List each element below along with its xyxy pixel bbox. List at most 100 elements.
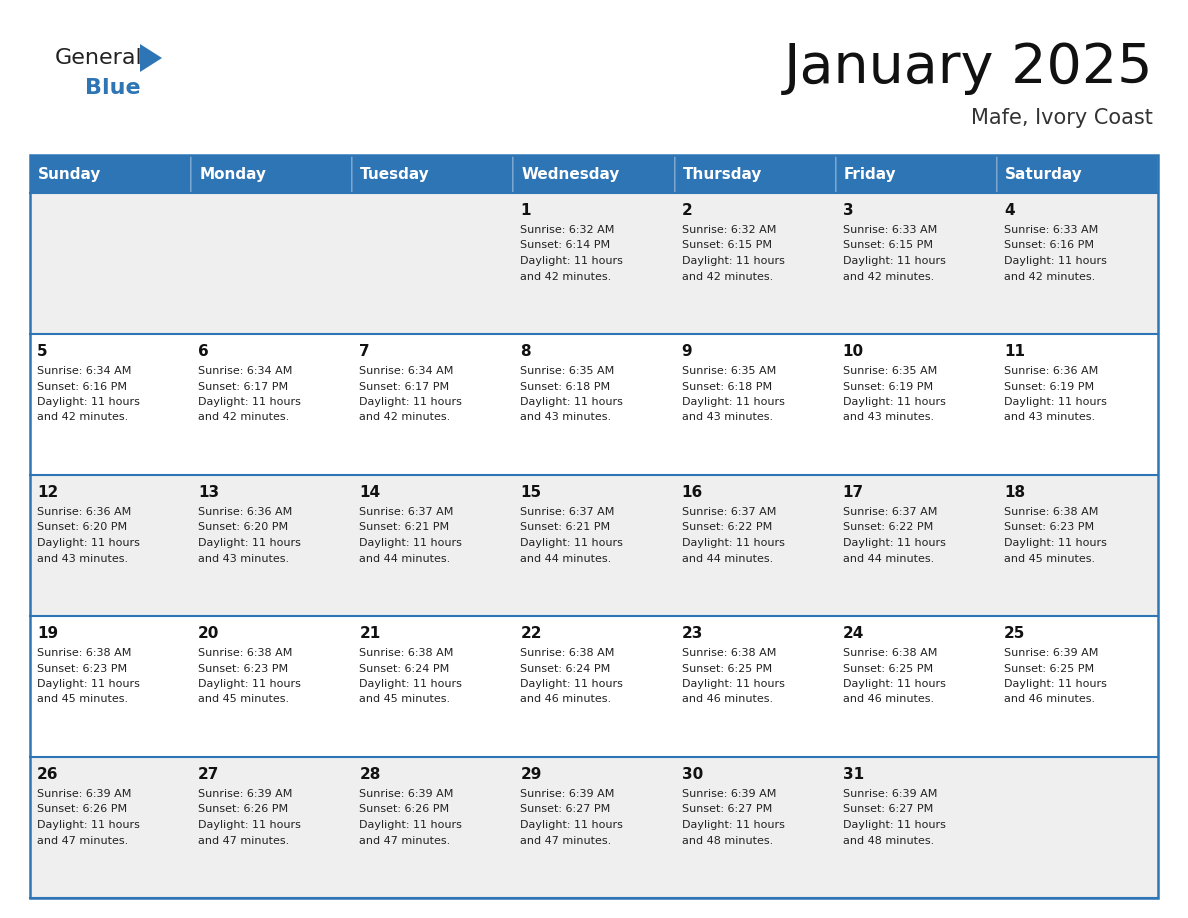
Text: Sunrise: 6:39 AM: Sunrise: 6:39 AM <box>1004 648 1098 658</box>
Text: Daylight: 11 hours: Daylight: 11 hours <box>842 256 946 266</box>
Text: Daylight: 11 hours: Daylight: 11 hours <box>1004 679 1107 689</box>
Text: Daylight: 11 hours: Daylight: 11 hours <box>359 820 462 830</box>
Text: and 42 minutes.: and 42 minutes. <box>37 412 128 422</box>
Text: Sunset: 6:26 PM: Sunset: 6:26 PM <box>37 804 127 814</box>
Text: 23: 23 <box>682 626 703 641</box>
Bar <box>997 616 1158 757</box>
Text: Daylight: 11 hours: Daylight: 11 hours <box>198 397 301 407</box>
Text: 31: 31 <box>842 767 864 782</box>
Text: Sunrise: 6:39 AM: Sunrise: 6:39 AM <box>359 789 454 799</box>
Bar <box>513 616 675 757</box>
Text: and 43 minutes.: and 43 minutes. <box>842 412 934 422</box>
Text: General: General <box>55 48 143 68</box>
Bar <box>513 155 675 193</box>
Text: and 46 minutes.: and 46 minutes. <box>842 695 934 704</box>
Text: and 43 minutes.: and 43 minutes. <box>37 554 128 564</box>
Text: 15: 15 <box>520 485 542 500</box>
Text: Daylight: 11 hours: Daylight: 11 hours <box>198 820 301 830</box>
Text: Sunset: 6:18 PM: Sunset: 6:18 PM <box>682 382 772 391</box>
Text: Daylight: 11 hours: Daylight: 11 hours <box>682 397 784 407</box>
Bar <box>835 334 997 475</box>
Text: Sunset: 6:25 PM: Sunset: 6:25 PM <box>842 664 933 674</box>
Text: and 42 minutes.: and 42 minutes. <box>359 412 450 422</box>
Text: Sunset: 6:23 PM: Sunset: 6:23 PM <box>37 664 127 674</box>
Text: Sunrise: 6:36 AM: Sunrise: 6:36 AM <box>198 507 292 517</box>
Bar <box>191 334 353 475</box>
Text: Thursday: Thursday <box>683 166 762 182</box>
Text: Sunset: 6:24 PM: Sunset: 6:24 PM <box>520 664 611 674</box>
Text: Sunrise: 6:36 AM: Sunrise: 6:36 AM <box>1004 366 1098 376</box>
Text: Sunrise: 6:32 AM: Sunrise: 6:32 AM <box>520 225 615 235</box>
Text: 25: 25 <box>1004 626 1025 641</box>
Text: Sunrise: 6:34 AM: Sunrise: 6:34 AM <box>37 366 132 376</box>
Bar <box>353 155 513 193</box>
Text: and 43 minutes.: and 43 minutes. <box>520 412 612 422</box>
Text: Daylight: 11 hours: Daylight: 11 hours <box>842 679 946 689</box>
Text: Daylight: 11 hours: Daylight: 11 hours <box>198 538 301 548</box>
Text: and 46 minutes.: and 46 minutes. <box>520 695 612 704</box>
Text: and 45 minutes.: and 45 minutes. <box>198 695 289 704</box>
Text: 21: 21 <box>359 626 380 641</box>
Text: Daylight: 11 hours: Daylight: 11 hours <box>682 820 784 830</box>
Text: 24: 24 <box>842 626 864 641</box>
Text: and 43 minutes.: and 43 minutes. <box>198 554 289 564</box>
Text: Sunset: 6:16 PM: Sunset: 6:16 PM <box>1004 241 1094 251</box>
Text: 18: 18 <box>1004 485 1025 500</box>
Text: Daylight: 11 hours: Daylight: 11 hours <box>520 397 624 407</box>
Text: Sunrise: 6:34 AM: Sunrise: 6:34 AM <box>198 366 292 376</box>
Text: Sunrise: 6:39 AM: Sunrise: 6:39 AM <box>37 789 132 799</box>
Polygon shape <box>140 44 162 72</box>
Text: Sunrise: 6:39 AM: Sunrise: 6:39 AM <box>198 789 292 799</box>
Text: Daylight: 11 hours: Daylight: 11 hours <box>682 679 784 689</box>
Text: and 45 minutes.: and 45 minutes. <box>37 695 128 704</box>
Text: and 44 minutes.: and 44 minutes. <box>682 554 773 564</box>
Bar <box>353 193 513 334</box>
Bar <box>835 616 997 757</box>
Text: 5: 5 <box>37 344 48 359</box>
Text: Daylight: 11 hours: Daylight: 11 hours <box>1004 397 1107 407</box>
Bar <box>675 616 835 757</box>
Text: Sunset: 6:24 PM: Sunset: 6:24 PM <box>359 664 449 674</box>
Text: Sunset: 6:27 PM: Sunset: 6:27 PM <box>842 804 933 814</box>
Bar <box>30 334 191 475</box>
Bar <box>191 475 353 616</box>
Text: 22: 22 <box>520 626 542 641</box>
Text: Sunset: 6:23 PM: Sunset: 6:23 PM <box>198 664 289 674</box>
Text: Sunset: 6:22 PM: Sunset: 6:22 PM <box>842 522 933 532</box>
Text: Daylight: 11 hours: Daylight: 11 hours <box>37 538 140 548</box>
Text: Daylight: 11 hours: Daylight: 11 hours <box>359 538 462 548</box>
Text: Daylight: 11 hours: Daylight: 11 hours <box>520 256 624 266</box>
Text: and 42 minutes.: and 42 minutes. <box>842 272 934 282</box>
Text: and 42 minutes.: and 42 minutes. <box>520 272 612 282</box>
Text: Tuesday: Tuesday <box>360 166 430 182</box>
Bar <box>191 193 353 334</box>
Text: Sunrise: 6:39 AM: Sunrise: 6:39 AM <box>520 789 615 799</box>
Bar <box>997 193 1158 334</box>
Text: Sunset: 6:25 PM: Sunset: 6:25 PM <box>682 664 772 674</box>
Text: 12: 12 <box>37 485 58 500</box>
Text: and 46 minutes.: and 46 minutes. <box>682 695 772 704</box>
Text: Sunrise: 6:36 AM: Sunrise: 6:36 AM <box>37 507 131 517</box>
Text: 6: 6 <box>198 344 209 359</box>
Text: 8: 8 <box>520 344 531 359</box>
Bar <box>30 757 191 898</box>
Bar <box>513 193 675 334</box>
Bar <box>997 155 1158 193</box>
Text: and 47 minutes.: and 47 minutes. <box>37 835 128 845</box>
Text: Sunset: 6:26 PM: Sunset: 6:26 PM <box>198 804 289 814</box>
Text: Daylight: 11 hours: Daylight: 11 hours <box>1004 538 1107 548</box>
Text: Sunrise: 6:38 AM: Sunrise: 6:38 AM <box>37 648 132 658</box>
Text: and 42 minutes.: and 42 minutes. <box>1004 272 1095 282</box>
Bar <box>30 155 1158 898</box>
Text: Sunset: 6:23 PM: Sunset: 6:23 PM <box>1004 522 1094 532</box>
Text: Sunset: 6:27 PM: Sunset: 6:27 PM <box>682 804 772 814</box>
Text: Daylight: 11 hours: Daylight: 11 hours <box>520 679 624 689</box>
Text: Daylight: 11 hours: Daylight: 11 hours <box>842 397 946 407</box>
Text: Sunrise: 6:38 AM: Sunrise: 6:38 AM <box>520 648 615 658</box>
Text: Daylight: 11 hours: Daylight: 11 hours <box>37 397 140 407</box>
Text: Sunset: 6:21 PM: Sunset: 6:21 PM <box>359 522 449 532</box>
Text: Sunset: 6:21 PM: Sunset: 6:21 PM <box>520 522 611 532</box>
Text: Daylight: 11 hours: Daylight: 11 hours <box>682 256 784 266</box>
Text: Friday: Friday <box>843 166 896 182</box>
Text: and 43 minutes.: and 43 minutes. <box>1004 412 1095 422</box>
